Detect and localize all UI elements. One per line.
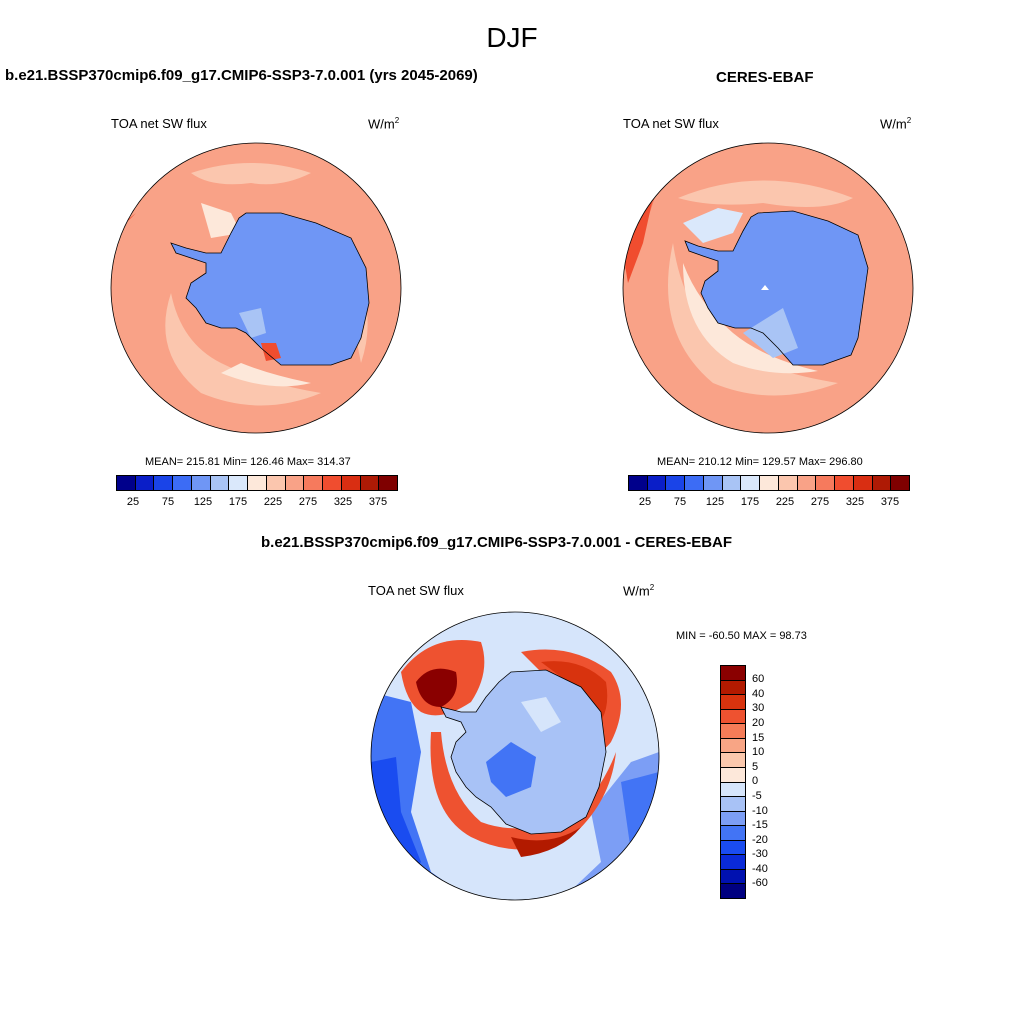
panel-3-units: W/m2 xyxy=(623,583,655,599)
cb3-tick-label: -60 xyxy=(752,877,768,889)
cb3-tick-label: -20 xyxy=(752,834,768,846)
colorbar-swatch xyxy=(172,476,191,490)
colorbar-swatch xyxy=(759,476,778,490)
colorbar-swatch xyxy=(303,476,323,490)
colorbar-swatch xyxy=(265,476,285,490)
cb3-tick-label: 60 xyxy=(752,673,765,685)
colorbar-swatch xyxy=(890,476,910,490)
colorbar-swatch xyxy=(852,476,872,490)
panel-2-variable-label: TOA net SW flux xyxy=(623,116,719,131)
cb1-tick-label: 25 xyxy=(126,496,140,508)
page-title: DJF xyxy=(486,22,538,53)
cb2-tick-label: 225 xyxy=(775,496,795,508)
colorbar-swatch xyxy=(702,476,722,490)
colorbar-swatch xyxy=(721,708,745,724)
colorbar-swatch xyxy=(721,810,745,826)
cb3-tick-label: 5 xyxy=(752,761,759,773)
colorbar-swatch xyxy=(721,883,745,898)
panel-2-polar-map xyxy=(622,142,914,434)
panel-1-colorbar-labels: 25 75 125 175 225 275 325 375 xyxy=(116,496,398,510)
panel-1-stats: MEAN= 215.81 Min= 126.46 Max= 314.37 xyxy=(145,456,351,468)
colorbar-swatch xyxy=(721,796,745,811)
colorbar-swatch xyxy=(684,476,703,490)
colorbar-swatch xyxy=(209,476,229,490)
colorbar-swatch xyxy=(721,694,745,709)
colorbar-swatch xyxy=(815,476,835,490)
cb2-tick-label: 275 xyxy=(810,496,830,508)
cb1-tick-label: 225 xyxy=(263,496,283,508)
colorbar-swatch xyxy=(721,766,745,782)
panel-3-stats: MIN = -60.50 MAX = 98.73 xyxy=(676,630,807,642)
panel-2-colorbar-labels: 25 75 125 175 225 275 325 375 xyxy=(628,496,910,510)
colorbar-swatch xyxy=(284,476,304,490)
cb3-tick-label: 30 xyxy=(752,702,765,714)
cb1-tick-label: 325 xyxy=(333,496,353,508)
cb3-tick-label: -15 xyxy=(752,819,768,831)
colorbar-swatch xyxy=(646,476,666,490)
panel-1-title: b.e21.BSSP370cmip6.f09_g17.CMIP6-SSP3-7.… xyxy=(5,67,478,84)
cb2-tick-label: 25 xyxy=(638,496,652,508)
cb1-tick-label: 275 xyxy=(298,496,318,508)
colorbar-swatch xyxy=(721,825,745,840)
cb2-tick-label: 375 xyxy=(880,496,900,508)
panel-2-units: W/m2 xyxy=(880,116,912,132)
colorbar-swatch xyxy=(777,476,797,490)
cb2-tick-label: 325 xyxy=(845,496,865,508)
colorbar-swatch xyxy=(721,737,745,753)
panel-2-colorbar xyxy=(628,475,910,491)
cb2-tick-label: 125 xyxy=(705,496,725,508)
cb1-tick-label: 125 xyxy=(193,496,213,508)
panel-1-colorbar xyxy=(116,475,398,491)
colorbar-swatch xyxy=(629,476,647,490)
colorbar-swatch xyxy=(153,476,173,490)
colorbar-swatch xyxy=(340,476,360,490)
colorbar-swatch xyxy=(721,679,745,695)
cb1-tick-label: 375 xyxy=(368,496,388,508)
colorbar-swatch xyxy=(665,476,685,490)
colorbar-swatch xyxy=(834,476,853,490)
panel-1-variable-label: TOA net SW flux xyxy=(111,116,207,131)
cb2-tick-label: 175 xyxy=(740,496,760,508)
colorbar-swatch xyxy=(247,476,266,490)
cb3-tick-label: 10 xyxy=(752,746,765,758)
panel-3-colorbar xyxy=(720,665,746,899)
panel-1-polar-map xyxy=(110,142,402,434)
panel-2-stats: MEAN= 210.12 Min= 129.57 Max= 296.80 xyxy=(657,456,863,468)
colorbar-swatch xyxy=(134,476,154,490)
panel-3-polar-map xyxy=(370,611,660,901)
colorbar-swatch xyxy=(190,476,210,490)
colorbar-swatch xyxy=(322,476,341,490)
panel-3-colorbar-labels: 60 40 30 20 15 10 5 0 -5 -10 -15 -20 -30… xyxy=(752,665,792,899)
cb3-tick-label: -40 xyxy=(752,863,768,875)
cb3-tick-label: 40 xyxy=(752,688,765,700)
colorbar-swatch xyxy=(721,781,745,797)
cb2-tick-label: 75 xyxy=(673,496,687,508)
panel-1-units: W/m2 xyxy=(368,116,400,132)
colorbar-swatch xyxy=(740,476,760,490)
panel-3-title: b.e21.BSSP370cmip6.f09_g17.CMIP6-SSP3-7.… xyxy=(261,534,733,551)
colorbar-swatch xyxy=(871,476,891,490)
colorbar-swatch xyxy=(721,752,745,767)
colorbar-swatch xyxy=(721,868,745,884)
cb3-tick-label: 15 xyxy=(752,732,765,744)
panel-3-variable-label: TOA net SW flux xyxy=(368,583,464,598)
cb3-tick-label: -30 xyxy=(752,848,768,860)
colorbar-swatch xyxy=(721,854,745,869)
colorbar-swatch xyxy=(359,476,379,490)
cb3-tick-label: 0 xyxy=(752,775,759,787)
cb3-tick-label: -5 xyxy=(752,790,762,802)
colorbar-swatch xyxy=(721,666,745,680)
cb1-tick-label: 175 xyxy=(228,496,248,508)
colorbar-swatch xyxy=(796,476,816,490)
colorbar-swatch xyxy=(721,839,745,855)
panel-2-title: CERES-EBAF xyxy=(716,69,814,86)
colorbar-swatch xyxy=(721,723,745,738)
colorbar-swatch xyxy=(721,476,741,490)
colorbar-swatch xyxy=(117,476,135,490)
colorbar-swatch xyxy=(378,476,398,490)
cb3-tick-label: -10 xyxy=(752,805,768,817)
cb3-tick-label: 20 xyxy=(752,717,765,729)
cb1-tick-label: 75 xyxy=(161,496,175,508)
colorbar-swatch xyxy=(228,476,248,490)
